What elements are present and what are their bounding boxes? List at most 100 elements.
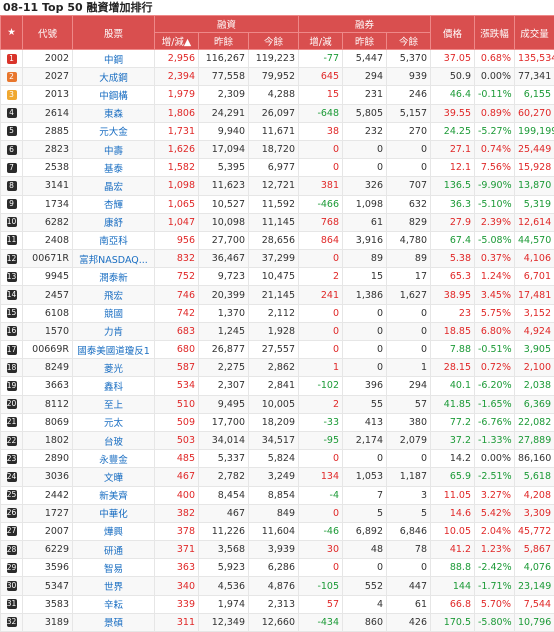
stock-name-link[interactable]: 基泰 <box>73 159 155 177</box>
stock-name-link[interactable]: 中鋼 <box>73 50 155 68</box>
short-prev: 4 <box>343 595 387 613</box>
stock-name-link[interactable]: 富邦NASDAQ... <box>73 250 155 268</box>
rank-cell: 11 <box>1 231 23 249</box>
header-margin-prev[interactable]: 昨餘 <box>199 33 249 50</box>
price: 65.9 <box>431 468 475 486</box>
short-today: 632 <box>387 195 431 213</box>
rank-cell: 32 <box>1 613 23 631</box>
stock-name-link[interactable]: 至上 <box>73 395 155 413</box>
stock-name-link[interactable]: 南亞科 <box>73 231 155 249</box>
stock-name-link[interactable]: 康舒 <box>73 213 155 231</box>
margin-prev: 8,454 <box>199 486 249 504</box>
stock-name-link[interactable]: 景碩 <box>73 613 155 631</box>
stock-name-link[interactable]: 力肯 <box>73 322 155 340</box>
margin-today: 28,656 <box>249 231 299 249</box>
header-short-today[interactable]: 今餘 <box>387 33 431 50</box>
stock-name-link[interactable]: 飛宏 <box>73 286 155 304</box>
volume: 2,038 <box>515 377 554 395</box>
stock-name-link[interactable]: 中壽 <box>73 140 155 158</box>
header-short-change[interactable]: 增/減 <box>299 33 343 50</box>
header-volume[interactable]: 成交量 <box>515 16 554 50</box>
short-change: 0 <box>299 304 343 322</box>
stock-name-link[interactable]: 杏輝 <box>73 195 155 213</box>
price: 67.4 <box>431 231 475 249</box>
margin-today: 27,557 <box>249 341 299 359</box>
header-margin-today[interactable]: 今餘 <box>249 33 299 50</box>
stock-name-link[interactable]: 研通 <box>73 541 155 559</box>
star-icon[interactable]: ★ <box>1 16 23 50</box>
stock-code: 2002 <box>23 50 73 68</box>
stock-name-link[interactable]: 大成鋼 <box>73 68 155 86</box>
header-code[interactable]: 代號 <box>23 16 73 50</box>
stock-name-link[interactable]: 菱光 <box>73 359 155 377</box>
stock-name-link[interactable]: 辛耘 <box>73 595 155 613</box>
short-change: -4 <box>299 486 343 504</box>
stock-name-link[interactable]: 新美齊 <box>73 486 155 504</box>
short-today: 270 <box>387 122 431 140</box>
short-prev: 15 <box>343 268 387 286</box>
volume: 5,319 <box>515 195 554 213</box>
stock-name-link[interactable]: 永豐金 <box>73 450 155 468</box>
stock-name-link[interactable]: 智易 <box>73 559 155 577</box>
stock-name-link[interactable]: 燁興 <box>73 522 155 540</box>
stock-name-link[interactable]: 中華化 <box>73 504 155 522</box>
margin-change: 832 <box>155 250 199 268</box>
short-change: -46 <box>299 522 343 540</box>
stock-name-link[interactable]: 元太 <box>73 413 155 431</box>
change-pct: -1.71% <box>475 577 515 595</box>
stock-name-link[interactable]: 中鋼構 <box>73 86 155 104</box>
stock-name-link[interactable]: 文曄 <box>73 468 155 486</box>
stock-name-link[interactable]: 台玻 <box>73 431 155 449</box>
header-short-prev[interactable]: 昨餘 <box>343 33 387 50</box>
margin-change: 1,098 <box>155 177 199 195</box>
short-today: 89 <box>387 250 431 268</box>
stock-name-link[interactable]: 國泰美國道瓊反1 <box>73 341 155 359</box>
header-margin-change-sort[interactable]: 增/減▲ <box>155 33 199 50</box>
header-stock[interactable]: 股票 <box>73 16 155 50</box>
stock-name-link[interactable]: 東森 <box>73 104 155 122</box>
header-change-pct[interactable]: 漲跌幅 <box>475 16 515 50</box>
stock-name-link[interactable]: 潤泰新 <box>73 268 155 286</box>
rank-badge: 2 <box>7 72 17 82</box>
stock-name-link[interactable]: 世界 <box>73 577 155 595</box>
margin-today: 8,854 <box>249 486 299 504</box>
stock-name-link[interactable]: 競國 <box>73 304 155 322</box>
stock-name-link[interactable]: 元大金 <box>73 122 155 140</box>
stock-name-link[interactable]: 晶宏 <box>73 177 155 195</box>
margin-change: 371 <box>155 541 199 559</box>
header-price[interactable]: 價格 <box>431 16 475 50</box>
stock-name-link[interactable]: 鑫科 <box>73 377 155 395</box>
